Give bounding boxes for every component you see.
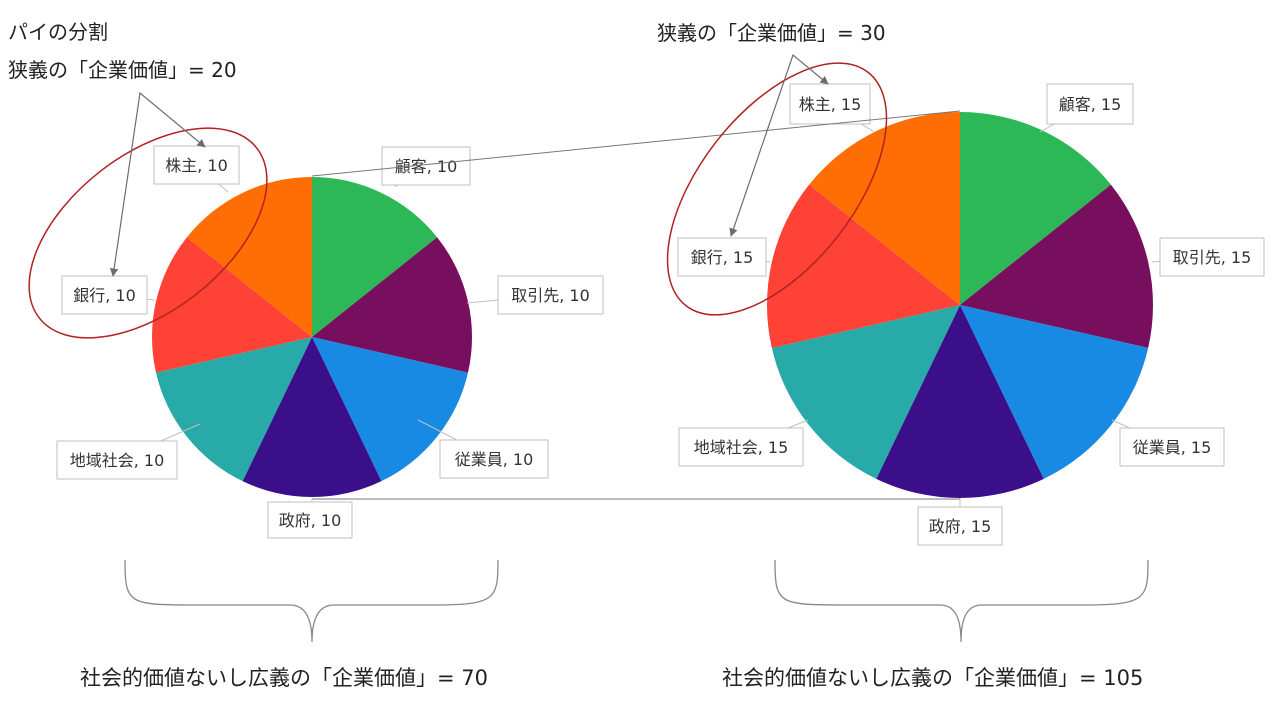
data-label-suppliers-right: 取引先, 15 <box>1151 237 1265 277</box>
pie-chart-left: 顧客, 10 取引先, 10 従業員, 10 政府, 10 地域社会, 10 銀行, 10… <box>56 145 604 539</box>
label-box-customers-left <box>381 146 471 186</box>
annotation-arrow-right <box>729 53 829 237</box>
label-text-banks-right: 銀行, 15 <box>691 248 754 267</box>
pie-slice-customers-right <box>960 112 1111 305</box>
label-box-community-left <box>56 440 178 480</box>
label-box-employees-right <box>1119 427 1225 467</box>
label-box-employees-left <box>439 439 549 479</box>
data-label-shareholders-left: 株主, 10 <box>153 145 240 193</box>
pie-slice-shareholders-right <box>809 112 960 305</box>
data-label-customers-right: 顧客, 15 <box>1039 83 1134 133</box>
label-text-community-right: 地域社会, 15 <box>694 438 789 457</box>
brace-right <box>774 559 1149 643</box>
label-text-government-left: 政府, 10 <box>279 511 342 530</box>
pie-slice-employees-left <box>312 337 468 482</box>
pie-slice-employees-right <box>960 305 1149 479</box>
label-text-customers-right: 顧客, 15 <box>1059 95 1122 114</box>
data-label-customers-left: 顧客, 10 <box>381 146 471 188</box>
pie-chart-right: 顧客, 15 取引先, 15 従業員, 15 政府, 15 地域社会, 15 銀行, 15… <box>677 83 1265 546</box>
total-left-label: 社会的価値ないし広義の「企業価値」= 70 <box>80 666 488 690</box>
label-text-banks-left: 銀行, 10 <box>73 286 136 305</box>
label-text-suppliers-left: 取引先, 10 <box>511 286 590 305</box>
label-box-suppliers-left <box>497 275 604 315</box>
label-box-government-left <box>267 501 353 539</box>
data-label-employees-right: 従業員, 15 <box>1111 419 1225 467</box>
label-box-banks-left <box>61 275 148 315</box>
data-label-community-left: 地域社会, 10 <box>56 423 201 480</box>
data-label-employees-left: 従業員, 10 <box>417 419 549 479</box>
pie-slice-shareholders-left <box>186 177 312 337</box>
pie-slice-suppliers-right <box>960 184 1153 348</box>
total-right-label: 社会的価値ないし広義の「企業価値」= 105 <box>722 666 1144 690</box>
data-label-government-left: 政府, 10 <box>267 498 353 539</box>
pie-slice-customers-left <box>312 177 438 337</box>
header-right: 狭義の「企業価値」= 30 <box>657 21 886 45</box>
label-box-government-right <box>917 506 1003 546</box>
label-box-banks-right <box>677 237 767 277</box>
pie-slice-government-right <box>876 305 1044 499</box>
data-label-government-right: 政府, 15 <box>917 498 1003 546</box>
pie-slice-community-left <box>156 337 312 482</box>
label-text-suppliers-right: 取引先, 15 <box>1173 248 1252 267</box>
pie-slice-suppliers-left <box>312 237 473 373</box>
data-label-shareholders-right: 株主, 15 <box>789 83 875 133</box>
data-label-suppliers-left: 取引先, 10 <box>466 275 604 315</box>
pie-slice-government-left <box>242 337 382 498</box>
label-text-government-right: 政府, 15 <box>929 517 992 536</box>
label-box-community-right <box>678 427 804 467</box>
label-text-employees-left: 従業員, 10 <box>455 450 534 469</box>
label-text-customers-left: 顧客, 10 <box>395 157 458 176</box>
label-text-employees-right: 従業員, 15 <box>1133 438 1212 457</box>
label-box-suppliers-right <box>1159 237 1265 277</box>
header-left-title: パイの分割 <box>8 20 108 44</box>
label-text-shareholders-left: 株主, 10 <box>165 156 228 175</box>
annotation-arrow-left <box>109 91 206 277</box>
connector-top-line <box>311 110 961 177</box>
label-text-shareholders-right: 株主, 15 <box>799 95 862 114</box>
data-label-banks-left: 銀行, 10 <box>61 275 156 315</box>
label-text-community-left: 地域社会, 10 <box>70 451 165 470</box>
highlight-ellipse-left <box>28 127 268 339</box>
highlight-ellipse-right <box>666 62 888 316</box>
pie-slice-community-right <box>771 305 960 479</box>
data-label-banks-right: 銀行, 15 <box>677 237 771 277</box>
brace-left <box>124 559 499 643</box>
header-left-subtitle: 狭義の「企業価値」= 20 <box>8 58 237 82</box>
label-box-customers-right <box>1046 83 1134 125</box>
data-label-community-right: 地域社会, 15 <box>678 419 809 467</box>
